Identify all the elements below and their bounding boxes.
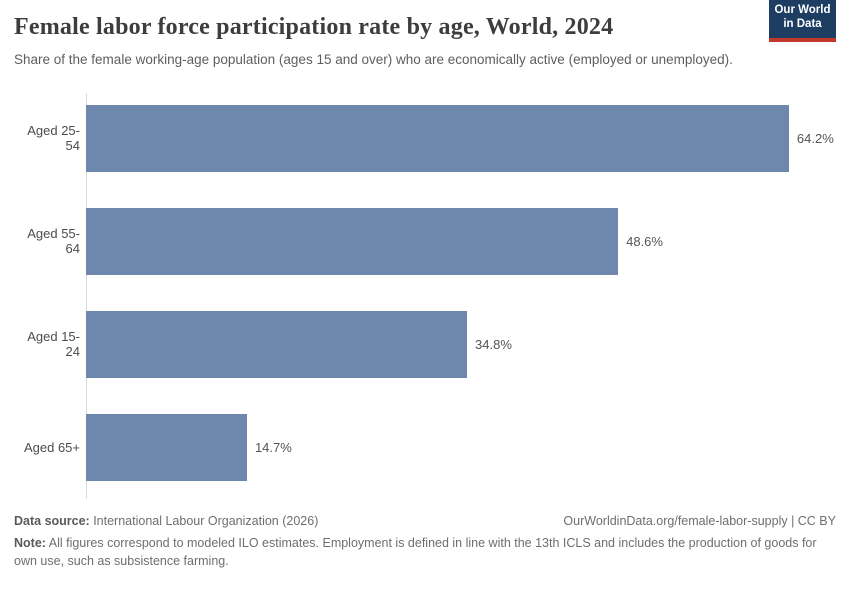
value-label: 34.8% xyxy=(475,336,512,352)
chart-row: Aged 65+ 14.7% xyxy=(14,396,836,499)
category-label: Aged 55-64 xyxy=(27,226,80,257)
footer-top-row: Data source: International Labour Organi… xyxy=(14,514,836,528)
bar-aged-65+[interactable] xyxy=(86,413,247,481)
category-label: Aged 15-24 xyxy=(27,329,80,360)
chart-note: Note: All figures correspond to modeled … xyxy=(14,534,836,570)
chart-row: Aged 55-64 48.6% xyxy=(14,190,836,293)
note-text: All figures correspond to modeled ILO es… xyxy=(14,535,817,568)
chart-title: Female labor force participation rate by… xyxy=(14,14,614,40)
bar-track: 14.7% xyxy=(86,413,836,481)
category-label: Aged 25-54 xyxy=(27,123,80,154)
value-label: 64.2% xyxy=(796,130,834,146)
bar-aged-55-64[interactable] xyxy=(86,207,619,275)
data-source-text: International Labour Organization (2026) xyxy=(89,513,319,528)
owid-logo[interactable]: Our World in Data xyxy=(769,0,836,42)
chart-row: Aged 25-54 64.2% xyxy=(14,87,836,190)
logo-line-2: in Data xyxy=(783,18,822,31)
value-label: 48.6% xyxy=(626,233,663,249)
bar-aged-25-54[interactable] xyxy=(86,104,789,172)
chart-rows: Aged 25-54 64.2% Aged 55-64 48.6% Aged 15-24… xyxy=(14,87,836,499)
chart-footer: Data source: International Labour Organi… xyxy=(14,514,836,570)
attribution-link[interactable]: OurWorldinData.org/female-labor-supply |… xyxy=(563,513,836,528)
y-axis-line xyxy=(86,92,87,499)
chart-header: Female labor force participation rate by… xyxy=(14,0,836,69)
data-source: Data source: International Labour Organi… xyxy=(14,514,318,528)
data-source-label: Data source: xyxy=(14,513,90,528)
bar-aged-15-24[interactable] xyxy=(86,310,468,378)
bar-track: 64.2% xyxy=(86,104,836,172)
logo-line-1: Our World xyxy=(774,4,831,16)
bar-track: 48.6% xyxy=(86,207,836,275)
value-label: 14.7% xyxy=(254,439,292,455)
category-label: Aged 65+ xyxy=(23,439,80,455)
note-label: Note: xyxy=(14,535,46,550)
bar-track: 34.8% xyxy=(86,310,836,378)
bar-chart: Aged 25-54 64.2% Aged 55-64 48.6% Aged 15-24… xyxy=(14,87,836,499)
chart-subtitle: Share of the female working-age populati… xyxy=(14,51,733,67)
chart-row: Aged 15-24 34.8% xyxy=(14,293,836,396)
